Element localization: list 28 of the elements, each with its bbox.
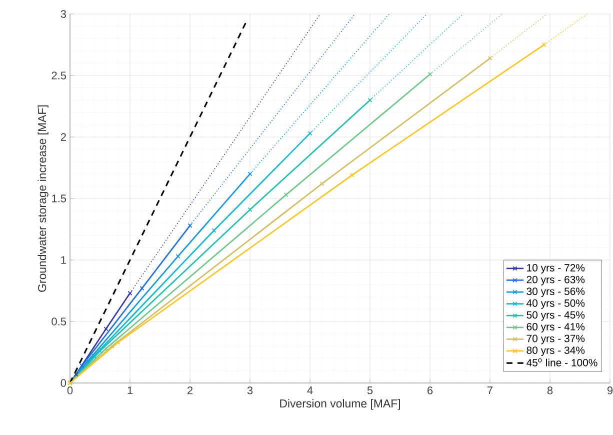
y-tick-label: 3 [60, 10, 66, 18]
y-tick-label: 2.5 [52, 72, 66, 80]
y-tick-label: 0 [60, 379, 66, 387]
x-tick-label: 7 [488, 386, 493, 394]
x-tick-label: 6 [428, 386, 433, 394]
legend-label: 30 yrs - 56% [526, 288, 585, 298]
legend-label: 80 yrs - 34% [526, 346, 585, 356]
x-tick-label: 3 [247, 386, 253, 394]
x-tick-label: 0 [67, 386, 73, 394]
x-tick-label: 2 [188, 386, 192, 394]
y-axis-title: Groundwater storage increase [MAF] [38, 105, 48, 292]
y-tick-label: 2 [60, 133, 66, 141]
legend-label: 60 yrs - 41% [526, 322, 585, 332]
legend-label: 20 yrs - 63% [526, 276, 585, 286]
legend-label: 10 yrs - 72% [527, 264, 585, 274]
legend-label: 70 yrs - 37% [526, 334, 585, 344]
legend-label: 45$^{o}$ line - 100% [526, 358, 598, 366]
x-tick-label: 9 [607, 386, 613, 394]
x-tick-label: 1 [128, 386, 133, 394]
legend-label: 50 yrs - 45% [526, 311, 585, 321]
x-tick-label: 8 [547, 386, 553, 394]
x-tick-label: 4 [307, 386, 313, 394]
legend-label: 40 yrs - 50% [526, 299, 585, 309]
y-tick-label: 1 [61, 256, 66, 264]
x-axis-title: Diversion volume [MAF] [280, 399, 400, 410]
y-tick-label: 1.5 [52, 194, 66, 202]
y-tick-label: 0.5 [52, 318, 66, 326]
x-tick-label: 5 [367, 386, 373, 394]
